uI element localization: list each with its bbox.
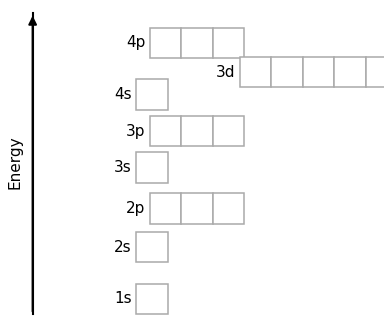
Bar xyxy=(271,57,303,87)
Bar xyxy=(136,152,168,183)
Bar xyxy=(213,116,244,146)
Bar xyxy=(213,28,244,58)
Bar xyxy=(136,284,168,314)
Text: 4p: 4p xyxy=(126,35,145,51)
Bar xyxy=(136,79,168,110)
Text: 3p: 3p xyxy=(126,123,145,139)
Bar xyxy=(181,193,213,224)
Text: 1s: 1s xyxy=(114,291,132,307)
Text: 2p: 2p xyxy=(126,201,145,216)
Text: 2s: 2s xyxy=(114,239,132,255)
Bar xyxy=(150,116,181,146)
Text: 4s: 4s xyxy=(114,87,132,102)
Bar xyxy=(181,28,213,58)
Bar xyxy=(366,57,384,87)
Text: 3d: 3d xyxy=(216,64,235,80)
Text: 3s: 3s xyxy=(114,160,132,175)
Text: Energy: Energy xyxy=(8,135,23,189)
Bar xyxy=(136,232,168,262)
Bar xyxy=(150,193,181,224)
Bar xyxy=(150,28,181,58)
Bar xyxy=(181,116,213,146)
Bar xyxy=(240,57,271,87)
Bar xyxy=(303,57,334,87)
Bar xyxy=(334,57,366,87)
Bar xyxy=(213,193,244,224)
